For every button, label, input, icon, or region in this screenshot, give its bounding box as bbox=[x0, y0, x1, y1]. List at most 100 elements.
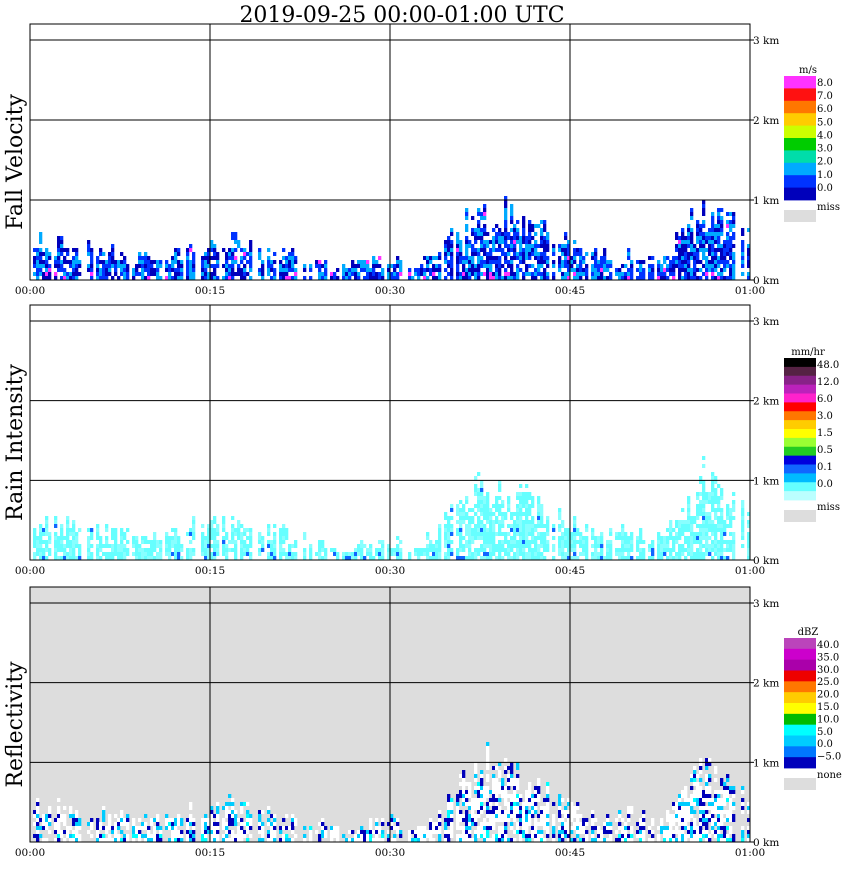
data-cell bbox=[465, 268, 469, 272]
data-cell bbox=[564, 256, 568, 260]
data-cell bbox=[477, 528, 481, 532]
data-cell bbox=[726, 544, 730, 548]
data-cell bbox=[528, 236, 532, 240]
data-cell bbox=[438, 528, 442, 532]
data-cell bbox=[282, 268, 286, 272]
data-cell bbox=[711, 520, 715, 524]
data-cell bbox=[510, 524, 514, 528]
data-cell bbox=[723, 548, 727, 552]
data-cell bbox=[546, 834, 550, 838]
data-cell bbox=[60, 264, 64, 268]
data-cell bbox=[564, 532, 568, 536]
data-cell bbox=[309, 838, 313, 842]
data-cell bbox=[57, 798, 61, 802]
data-cell bbox=[231, 802, 235, 806]
data-cell bbox=[447, 516, 451, 520]
data-cell bbox=[213, 516, 217, 520]
data-cell bbox=[714, 252, 718, 256]
data-cell bbox=[216, 532, 220, 536]
data-cell bbox=[474, 552, 478, 556]
data-cell bbox=[714, 488, 718, 492]
data-cell bbox=[531, 536, 535, 540]
data-cell bbox=[225, 532, 229, 536]
data-cell bbox=[519, 268, 523, 272]
data-cell bbox=[102, 552, 106, 556]
data-cell bbox=[519, 484, 523, 488]
data-cell bbox=[354, 552, 358, 556]
data-cell bbox=[492, 520, 496, 524]
data-cell bbox=[330, 834, 334, 838]
data-cell bbox=[657, 826, 661, 830]
data-cell bbox=[498, 508, 502, 512]
data-cell bbox=[537, 264, 541, 268]
data-cell bbox=[618, 822, 622, 826]
data-cell bbox=[723, 240, 727, 244]
data-cell bbox=[696, 524, 700, 528]
data-cell bbox=[243, 540, 247, 544]
data-cell bbox=[660, 818, 664, 822]
data-cell bbox=[258, 838, 262, 842]
data-cell bbox=[222, 834, 226, 838]
data-cell bbox=[261, 830, 265, 834]
data-cell bbox=[708, 240, 712, 244]
data-cell bbox=[144, 552, 148, 556]
data-cell bbox=[564, 232, 568, 236]
data-cell bbox=[108, 260, 112, 264]
data-cell bbox=[99, 260, 103, 264]
data-cell bbox=[708, 496, 712, 500]
data-cell bbox=[501, 276, 505, 280]
data-cell bbox=[660, 826, 664, 830]
data-cell bbox=[420, 548, 424, 552]
data-cell bbox=[513, 814, 517, 818]
data-cell bbox=[486, 540, 490, 544]
data-cell bbox=[246, 814, 250, 818]
data-cell bbox=[273, 814, 277, 818]
data-cell bbox=[708, 244, 712, 248]
data-cell bbox=[594, 260, 598, 264]
data-cell bbox=[498, 826, 502, 830]
data-cell bbox=[321, 264, 325, 268]
data-cell bbox=[708, 520, 712, 524]
data-cell bbox=[495, 224, 499, 228]
data-cell bbox=[201, 532, 205, 536]
data-cell bbox=[696, 786, 700, 790]
data-cell bbox=[273, 524, 277, 528]
data-cell bbox=[447, 528, 451, 532]
data-cell bbox=[687, 548, 691, 552]
data-cell bbox=[711, 212, 715, 216]
data-cell bbox=[603, 838, 607, 842]
data-cell bbox=[144, 276, 148, 280]
data-cell bbox=[627, 810, 631, 814]
data-cell bbox=[261, 822, 265, 826]
data-cell bbox=[507, 272, 511, 276]
data-cell bbox=[174, 818, 178, 822]
data-cell bbox=[120, 830, 124, 834]
data-cell bbox=[435, 540, 439, 544]
data-cell bbox=[528, 838, 532, 842]
data-cell bbox=[99, 540, 103, 544]
data-cell bbox=[540, 536, 544, 540]
data-cell bbox=[357, 272, 361, 276]
data-cell bbox=[705, 830, 709, 834]
data-cell bbox=[513, 790, 517, 794]
data-cell bbox=[711, 504, 715, 508]
data-cell bbox=[576, 814, 580, 818]
data-cell bbox=[111, 830, 115, 834]
data-cell bbox=[492, 786, 496, 790]
data-cell bbox=[285, 552, 289, 556]
data-cell bbox=[225, 260, 229, 264]
data-cell bbox=[114, 268, 118, 272]
data-cell bbox=[495, 500, 499, 504]
data-cell bbox=[696, 516, 700, 520]
data-cell bbox=[450, 806, 454, 810]
data-cell bbox=[471, 528, 475, 532]
data-cell bbox=[519, 500, 523, 504]
data-cell bbox=[492, 838, 496, 842]
data-cell bbox=[522, 224, 526, 228]
data-cell bbox=[477, 248, 481, 252]
data-cell bbox=[507, 500, 511, 504]
data-cell bbox=[747, 834, 751, 838]
data-cell bbox=[213, 556, 217, 560]
data-cell bbox=[519, 256, 523, 260]
data-cell bbox=[186, 822, 190, 826]
